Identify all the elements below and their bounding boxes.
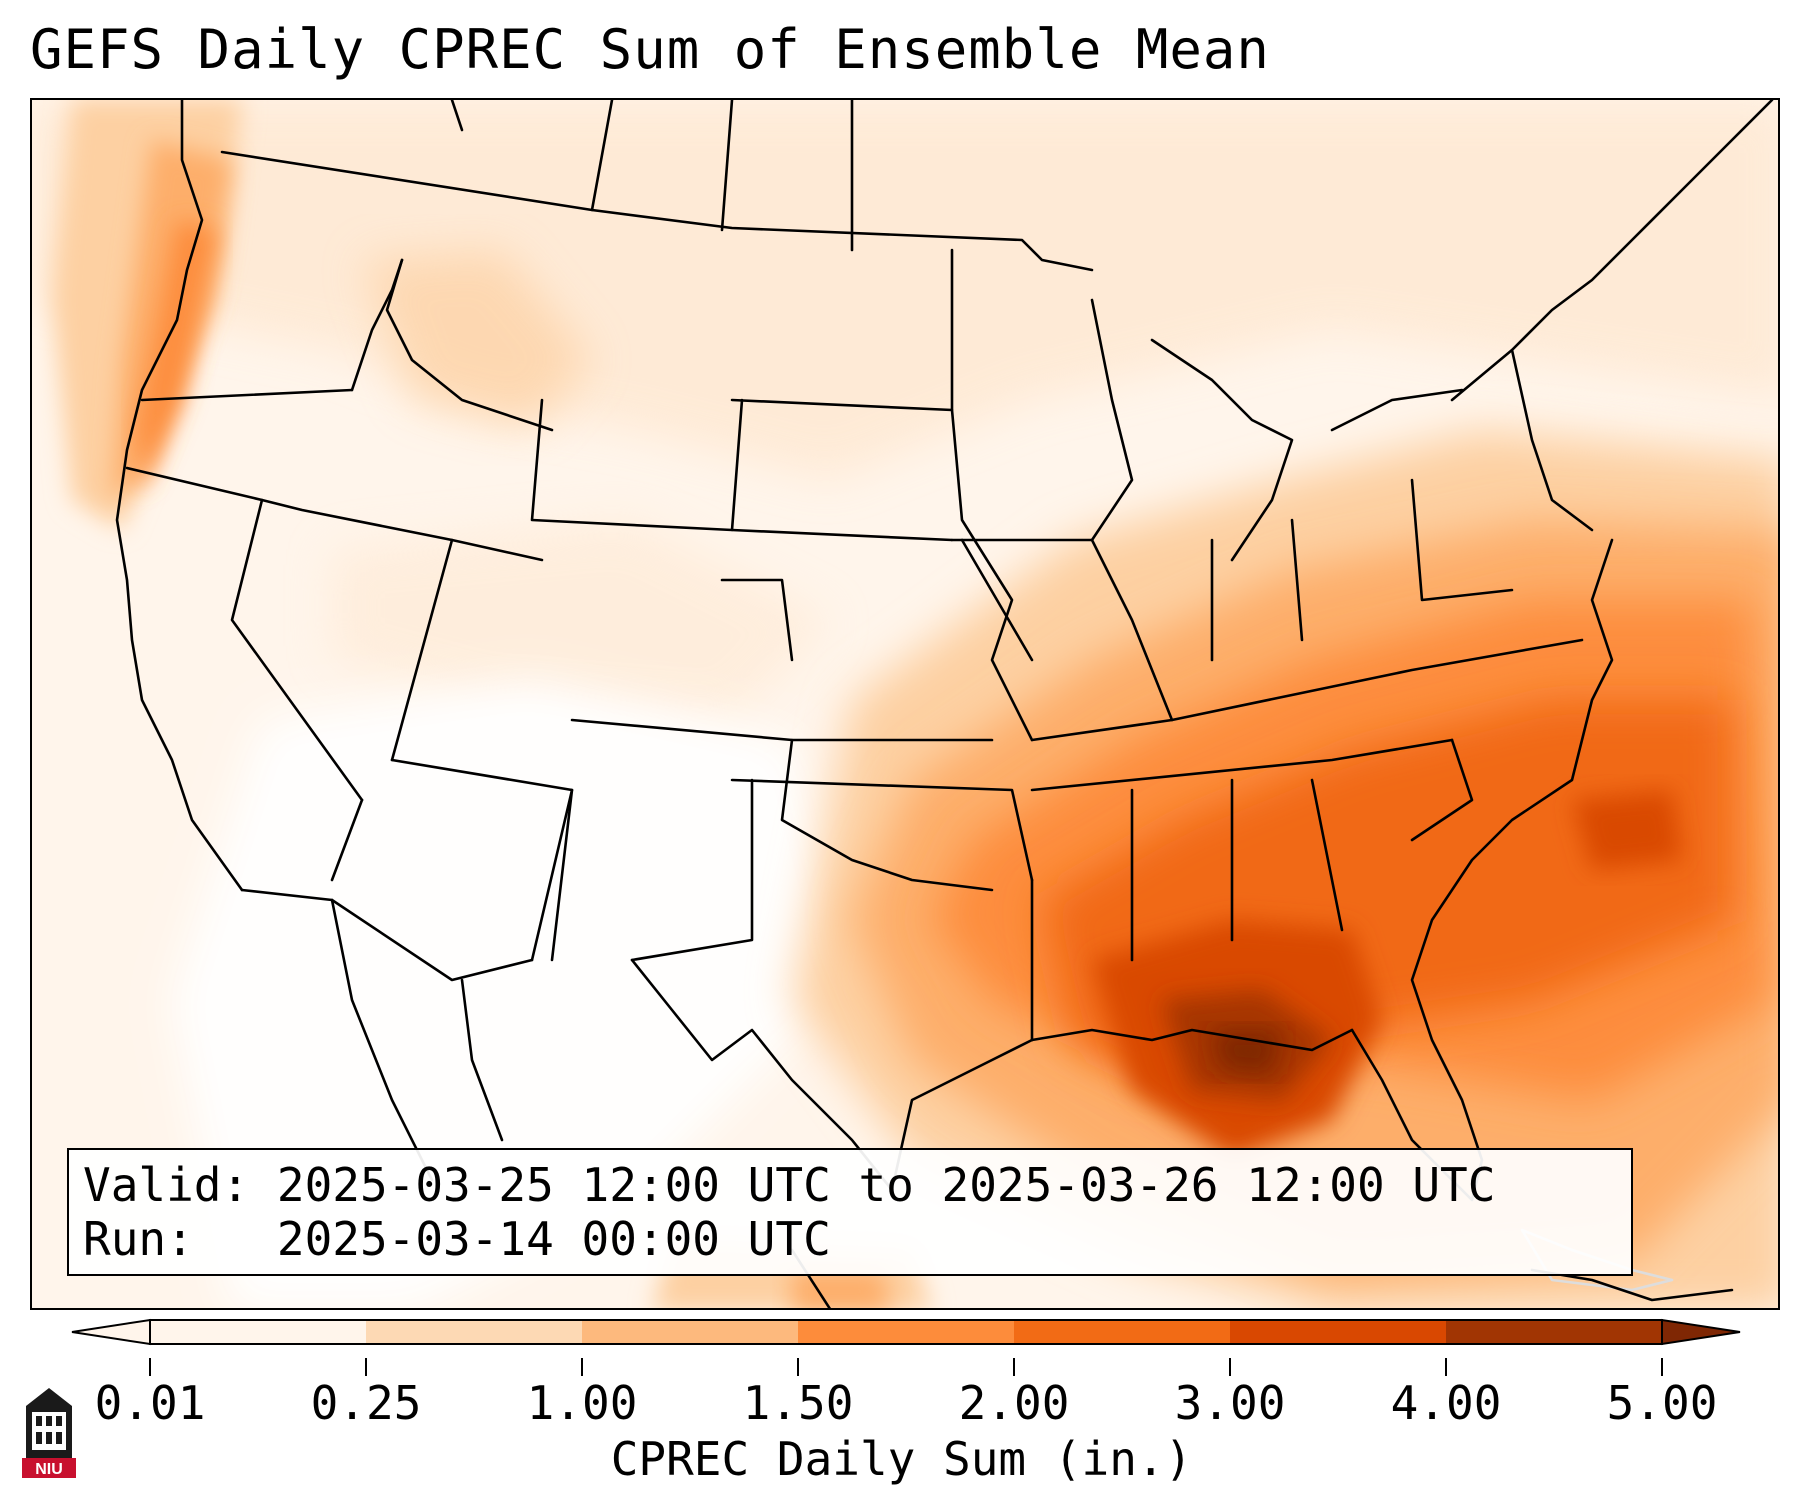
colorbar-tick xyxy=(1661,1358,1663,1376)
colorbar-segment xyxy=(1014,1320,1231,1344)
colorbar-segment xyxy=(582,1320,799,1344)
colorbar-tick xyxy=(581,1358,583,1376)
colorbar-outline xyxy=(149,1319,1663,1345)
colorbar-title: CPREC Daily Sum (in.) xyxy=(610,1432,1193,1486)
colorbar-tick xyxy=(149,1358,151,1376)
colorbar-segment xyxy=(1446,1320,1663,1344)
colorbar-segment xyxy=(150,1320,367,1344)
run-label: Run: xyxy=(83,1212,194,1266)
run-value: 2025-03-14 00:00 UTC xyxy=(276,1212,831,1266)
valid-value: 2025-03-25 12:00 UTC to 2025-03-26 12:00… xyxy=(276,1158,1496,1212)
precipitation-map xyxy=(30,98,1780,1310)
colorbar: 0.01 0.25 1.00 1.50 2.00 3.00 4.00 5.00 CPREC D… xyxy=(0,1312,1803,1500)
colorbar-tick-label: 3.00 xyxy=(1174,1376,1286,1430)
colorbar-tick-label: 1.00 xyxy=(526,1376,638,1430)
colorbar-tick xyxy=(797,1358,799,1376)
colorbar-tick xyxy=(1445,1358,1447,1376)
colorbar-strip xyxy=(71,1318,1741,1346)
colorbar-extend-high xyxy=(1661,1318,1741,1346)
colorbar-segment xyxy=(798,1320,1015,1344)
niu-logo: NIU xyxy=(22,1386,76,1478)
colorbar-tick-label: 4.00 xyxy=(1390,1376,1502,1430)
colorbar-tick-label: 2.00 xyxy=(958,1376,1070,1430)
colorbar-tick-label: 1.50 xyxy=(742,1376,854,1430)
valid-label: Valid: xyxy=(83,1158,250,1212)
colorbar-tick-label: 0.25 xyxy=(310,1376,422,1430)
colorbar-tick-label: 0.01 xyxy=(94,1376,206,1430)
colorbar-tick xyxy=(365,1358,367,1376)
colorbar-tick xyxy=(1229,1358,1231,1376)
colorbar-extend-low xyxy=(71,1318,151,1346)
colorbar-segment xyxy=(366,1320,583,1344)
page-title: GEFS Daily CPREC Sum of Ensemble Mean xyxy=(30,18,1270,81)
university-building-icon: NIU xyxy=(22,1388,76,1478)
logo-text: NIU xyxy=(35,1461,63,1478)
valid-run-infobox: Valid: 2025-03-25 12:00 UTC to 2025-03-2… xyxy=(67,1148,1633,1276)
colorbar-segment xyxy=(1230,1320,1447,1344)
colorbar-tick-label: 5.00 xyxy=(1606,1376,1718,1430)
colorbar-tick xyxy=(1013,1358,1015,1376)
map-canvas xyxy=(32,100,1778,1308)
